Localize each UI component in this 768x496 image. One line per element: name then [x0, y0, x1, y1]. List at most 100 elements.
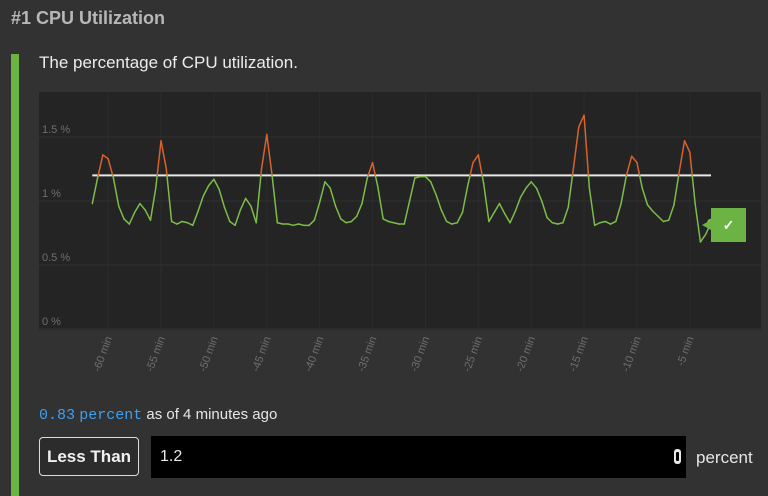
x-tick-label: -20 min [514, 335, 538, 374]
series-segment [186, 222, 194, 227]
series-segment [429, 181, 437, 196]
series-segment [604, 220, 612, 225]
y-tick-label: 0.5 % [42, 252, 70, 264]
series-segment [223, 206, 231, 223]
current-value: 0.83 [39, 407, 76, 424]
series-segment [276, 222, 284, 225]
series-segment [440, 209, 448, 223]
series-segment [139, 202, 146, 211]
breach-segment [689, 151, 693, 177]
series-segment [551, 222, 559, 225]
breach-segment [678, 140, 686, 173]
series-segment [435, 193, 443, 211]
series-segment [133, 202, 141, 214]
series-segment [646, 204, 654, 212]
series-segment [541, 200, 548, 219]
series-segment [334, 205, 342, 220]
series-segment [176, 220, 183, 225]
series-segment [509, 210, 517, 224]
series-segment [641, 187, 649, 206]
series-segment [392, 222, 400, 225]
x-tick-label: -45 min [250, 335, 274, 374]
series-segment [117, 205, 125, 220]
series-segment [514, 196, 522, 212]
series-segment [218, 188, 226, 209]
series-segment [488, 211, 495, 223]
breach-segment [165, 168, 168, 177]
series-segment [271, 174, 279, 224]
series-segment [154, 174, 158, 189]
x-tick-label: -5 min [675, 335, 697, 368]
breach-segment [260, 168, 263, 177]
series-segment [329, 187, 337, 207]
series-segment [324, 181, 332, 189]
series-segment [652, 210, 659, 218]
series-segment [287, 223, 294, 227]
series-segment [414, 175, 421, 179]
breach-segment [107, 158, 114, 177]
series-segment [128, 211, 136, 225]
series-segment [361, 177, 369, 205]
series-segment [181, 220, 189, 224]
series-segment [149, 187, 157, 221]
breach-segment [367, 161, 374, 177]
series-segment [244, 197, 252, 207]
series-segment [587, 174, 591, 189]
panel-description: The percentage of CPU utilization. [39, 53, 298, 72]
series-segment [445, 220, 453, 225]
breach-segment [469, 161, 474, 177]
y-tick-label: 1 % [42, 188, 61, 200]
current-value-unit: percent [79, 407, 143, 424]
current-value-line: 0.83 percent as of 4 minutes ago [39, 406, 277, 424]
series-segment [403, 200, 411, 225]
y-tick-label: 1.5 % [42, 124, 70, 136]
y-tick-label: 0 % [42, 316, 61, 328]
breach-segment [371, 161, 377, 177]
series-segment [530, 181, 538, 189]
series-segment [556, 222, 564, 225]
series-segment [234, 209, 242, 227]
breach-segment [156, 140, 162, 177]
spinner-icon[interactable] [674, 449, 681, 464]
breach-segment [636, 161, 641, 177]
breach-segment [683, 140, 691, 154]
series-segment [424, 175, 432, 183]
series-segment [482, 182, 490, 223]
series-segment [308, 219, 316, 227]
breach-segment [160, 140, 168, 170]
series-segment [166, 174, 173, 223]
series-segment [588, 187, 596, 227]
operator-select-button[interactable]: Less Than [39, 437, 139, 476]
series-segment [91, 177, 99, 205]
series-segment [192, 210, 199, 227]
series-segment [699, 233, 707, 243]
x-tick-label: -30 min [408, 335, 432, 374]
checkmark-icon: ✓ [702, 208, 746, 242]
series-segment [345, 220, 353, 224]
series-segment [519, 187, 527, 198]
series-segment [562, 206, 569, 224]
threshold-input[interactable]: 1.2 [151, 436, 686, 478]
series-segment [313, 201, 321, 221]
series-segment [599, 220, 606, 224]
threshold-value: 1.2 [160, 448, 183, 465]
series-segment [609, 220, 617, 225]
breach-segment [472, 154, 480, 164]
series-segment [657, 215, 665, 223]
status-accent-bar [11, 54, 19, 496]
x-tick-label: -25 min [461, 335, 485, 374]
series-segment [170, 220, 178, 225]
series-segment [340, 218, 347, 224]
series-segment [229, 220, 236, 227]
series-segment [615, 202, 622, 223]
series-segment [461, 184, 469, 214]
series-segment [691, 174, 696, 205]
series-segment [382, 218, 390, 223]
series-segment [374, 174, 379, 188]
breach-segment [477, 154, 483, 177]
series-segment [197, 195, 205, 212]
breach-segment [578, 114, 585, 128]
series-segment [297, 223, 305, 227]
threshold-unit-label: percent [696, 448, 753, 467]
y-axis-ticks: 0 % 0.5 % 1 % 1.5 % [42, 124, 70, 328]
